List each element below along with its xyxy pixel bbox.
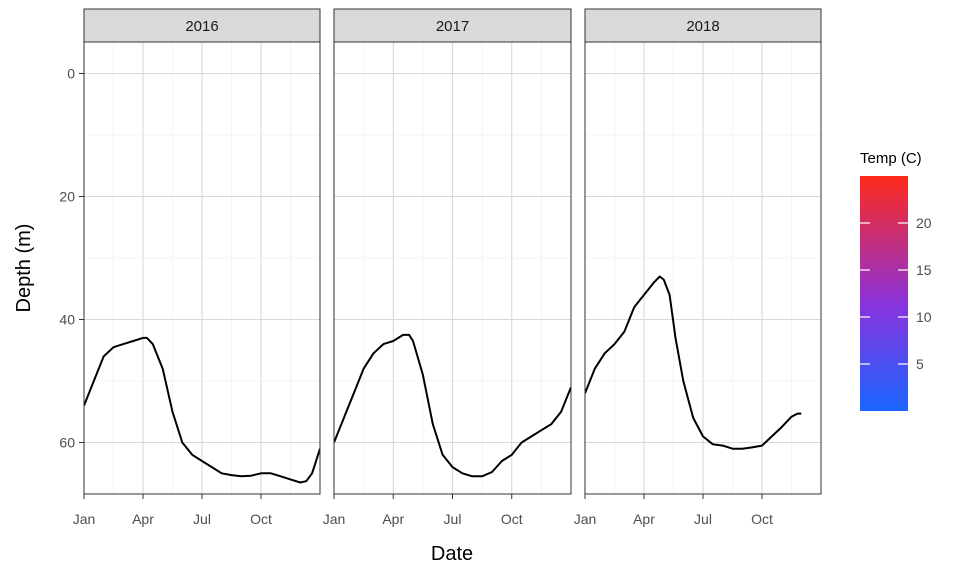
panel-2018: 2018: [584, 8, 822, 495]
legend-colorbar: [860, 176, 908, 411]
facet-label: 2018: [686, 18, 719, 35]
facet-strip: [584, 8, 822, 43]
x-tick-label: Oct: [501, 511, 523, 527]
panel-2017: 2017: [333, 8, 572, 495]
y-tick-label: 60: [59, 435, 75, 451]
depth-line: [585, 275, 802, 450]
legend-title: Temp (C): [860, 150, 922, 167]
x-tick-label: Jan: [73, 511, 96, 527]
facet-strip: [333, 8, 572, 43]
facet-strip: [83, 8, 321, 43]
y-axis-title: Depth (m): [13, 224, 35, 313]
x-tick-label: Jan: [574, 511, 597, 527]
x-tick-label: Jan: [323, 511, 346, 527]
x-tick-label: Apr: [382, 511, 404, 527]
legend-tick-label: 20: [916, 215, 932, 231]
x-tick-label: Oct: [250, 511, 272, 527]
x-tick-label: Jul: [444, 511, 462, 527]
depth-line: [334, 333, 571, 478]
facet-label: 2017: [436, 18, 469, 35]
legend-tick-label: 5: [916, 356, 924, 372]
legend-tick-label: 10: [916, 309, 932, 325]
x-tick-label: Oct: [751, 511, 773, 527]
x-tick-label: Apr: [633, 511, 655, 527]
y-axis: 0 20 40 60: [59, 66, 84, 451]
x-tick-label: Apr: [132, 511, 154, 527]
x-tick-label: Jul: [193, 511, 211, 527]
x-axis-title: Date: [431, 543, 473, 565]
color-legend: Temp (C) 5 10 15 20: [860, 150, 932, 411]
depth-line: [84, 336, 320, 484]
facet-label: 2016: [185, 18, 218, 35]
x-axis: Jan Apr Jul Oct Jan Apr Jul Oct Jan Apr Jul Oct: [73, 494, 773, 527]
y-tick-label: 0: [67, 66, 75, 82]
x-tick-label: Jul: [694, 511, 712, 527]
panel-2016: 2016: [83, 8, 321, 495]
legend-tick-label: 15: [916, 262, 932, 278]
y-tick-label: 40: [59, 312, 75, 328]
y-tick-label: 20: [59, 189, 75, 205]
